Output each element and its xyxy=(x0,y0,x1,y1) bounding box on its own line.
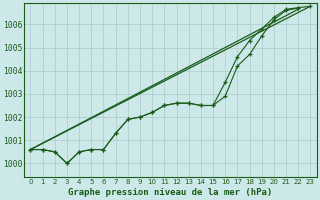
X-axis label: Graphe pression niveau de la mer (hPa): Graphe pression niveau de la mer (hPa) xyxy=(68,188,273,197)
